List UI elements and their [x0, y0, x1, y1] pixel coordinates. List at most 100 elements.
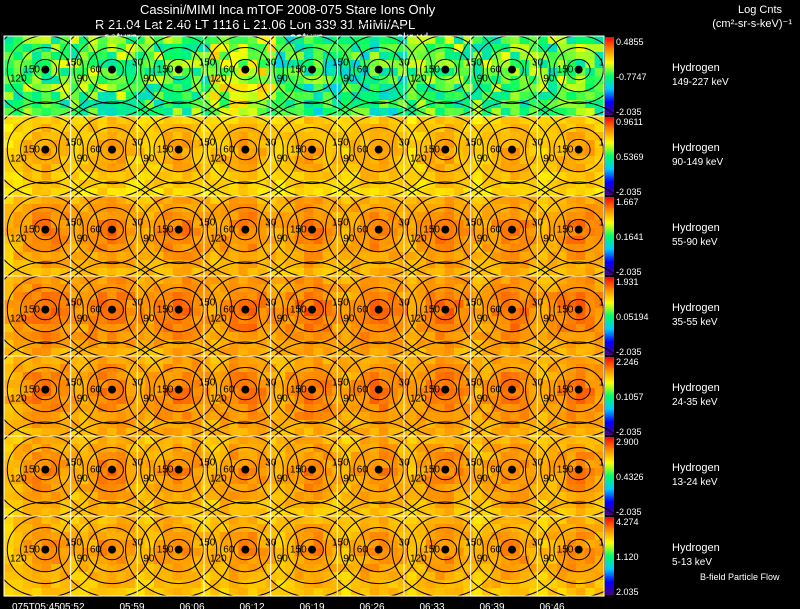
heat-cell — [510, 316, 521, 325]
heat-cell — [32, 108, 43, 117]
heat-cell — [32, 220, 43, 229]
contour-line — [166, 298, 191, 321]
heat-cell — [454, 356, 464, 365]
heat-cell — [454, 196, 464, 205]
heat-cell — [425, 332, 436, 341]
heat-cell — [566, 572, 577, 581]
heat-cell — [191, 380, 202, 389]
heat-cell — [435, 580, 446, 589]
heat-cell — [519, 212, 530, 221]
heat-cell — [116, 188, 127, 197]
heat-cell — [575, 236, 586, 245]
heat-cell — [444, 244, 455, 253]
planet-marker — [174, 385, 183, 394]
heat-cell — [238, 364, 249, 373]
heat-cell — [116, 340, 127, 349]
heat-cell — [585, 252, 596, 261]
heat-cell — [519, 36, 530, 45]
heat-cell — [557, 252, 568, 261]
heat-cell — [172, 268, 183, 277]
heat-cell — [257, 396, 268, 405]
heat-cell — [107, 204, 118, 213]
heat-cell — [416, 356, 427, 365]
heat-cell — [500, 412, 511, 421]
heat-cell — [13, 60, 24, 69]
heat-cell — [107, 500, 118, 509]
heat-cell — [275, 364, 286, 373]
heat-cell — [247, 356, 258, 365]
contour-label: 90 — [543, 234, 555, 245]
heat-cell — [238, 116, 249, 125]
heat-cell — [154, 220, 164, 229]
heat-cell — [79, 116, 89, 125]
heat-cell — [275, 460, 286, 469]
heat-cell — [547, 52, 558, 61]
heat-cell — [116, 412, 127, 421]
heat-cell — [435, 420, 446, 429]
heat-cell — [97, 404, 108, 413]
heat-cell — [435, 260, 446, 269]
heat-cell — [22, 372, 33, 381]
heat-cell — [4, 572, 14, 581]
heat-cell — [238, 292, 249, 301]
heat-cell — [547, 356, 558, 365]
heat-cell — [69, 196, 80, 205]
heat-cell — [275, 244, 286, 253]
heat-cell — [360, 396, 371, 405]
heat-cell — [313, 396, 324, 405]
heat-cell — [200, 252, 211, 261]
heat-cell — [594, 324, 605, 333]
heat-cell — [594, 220, 605, 229]
heat-cell — [266, 380, 277, 389]
heat-cell — [219, 292, 230, 301]
heat-cell — [425, 108, 436, 117]
heat-cell — [379, 268, 389, 277]
heat-cell — [285, 244, 296, 253]
heat-cell — [388, 276, 399, 285]
heat-cell — [435, 92, 446, 101]
heat-cell — [13, 292, 24, 301]
heat-cell — [304, 156, 314, 165]
heat-cell — [341, 228, 352, 237]
heat-cell — [500, 516, 511, 525]
contour-label: 150 — [23, 225, 40, 236]
heat-cell — [454, 92, 464, 101]
heat-cell — [182, 164, 193, 173]
heat-cell — [285, 308, 296, 317]
heat-cell — [491, 68, 502, 77]
heat-cell — [275, 268, 286, 277]
colorbar — [605, 37, 614, 115]
heat-cell — [107, 84, 118, 93]
heat-cell — [22, 308, 33, 317]
heat-cell — [388, 116, 399, 125]
heat-cell — [22, 348, 33, 357]
heat-cell — [538, 276, 549, 285]
heat-cell — [575, 212, 586, 221]
heat-cell — [219, 124, 230, 133]
frame-contours: 603090 — [458, 181, 566, 278]
heat-cell — [97, 156, 108, 165]
heat-cell — [22, 124, 33, 133]
heat-cell — [116, 268, 127, 277]
heat-cell — [172, 372, 183, 381]
heat-cell — [219, 308, 230, 317]
heat-cell — [585, 44, 596, 53]
heat-cell — [369, 396, 380, 405]
heat-cell — [135, 172, 146, 181]
heat-cell — [247, 500, 258, 509]
heat-cell — [154, 300, 164, 309]
heat-cell — [379, 100, 389, 109]
heat-cell — [182, 212, 193, 221]
heat-cell — [388, 388, 399, 397]
heat-cell — [575, 324, 586, 333]
heat-cell — [397, 340, 408, 349]
heat-cell — [407, 516, 418, 525]
heat-cell — [13, 228, 24, 237]
heat-cell — [4, 404, 14, 413]
heat-cell — [210, 372, 221, 381]
heat-cell — [285, 508, 296, 517]
heat-cell — [191, 156, 202, 165]
heat-cell — [425, 180, 436, 189]
heat-cell — [229, 100, 239, 109]
heat-cell — [519, 388, 530, 397]
